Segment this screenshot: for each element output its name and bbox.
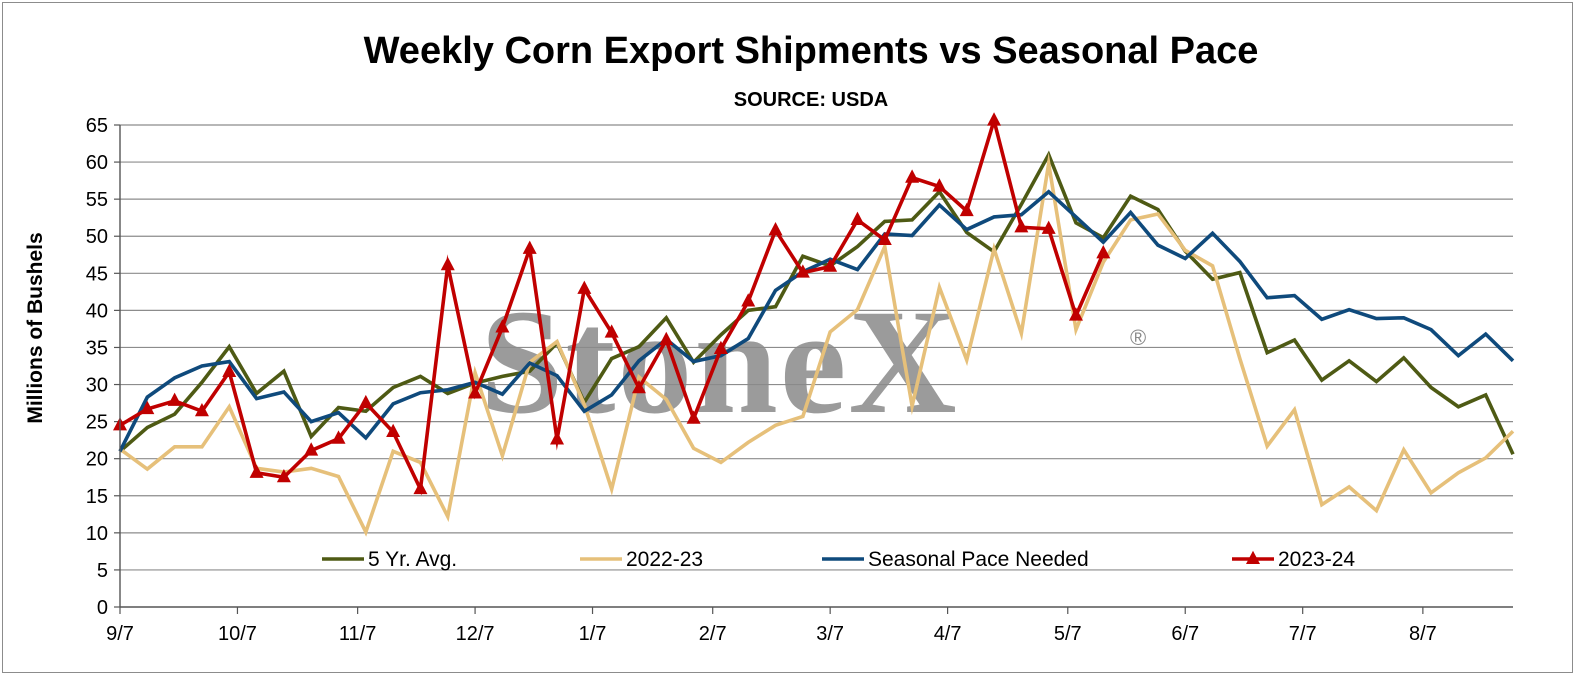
data-point-2023-24 <box>249 464 264 478</box>
data-point-2023-24 <box>331 430 346 444</box>
y-tick-label: 5 <box>97 560 108 582</box>
x-tick-label: 9/7 <box>106 623 134 645</box>
legend: 5 Yr. Avg. 2022-23 Seasonal Pace Needed 202… <box>322 548 1355 571</box>
chart-title: Weekly Corn Export Shipments vs Seasonal… <box>364 30 1259 72</box>
x-tick-label: 11/7 <box>339 623 376 645</box>
legend-label-2022-23: 2022-23 <box>626 548 703 571</box>
legend-item-5-yr-avg: 5 Yr. Avg. <box>322 548 457 571</box>
legend-label-seasonal-pace-needed: Seasonal Pace Needed <box>868 548 1089 571</box>
x-tick-label: 5/7 <box>1054 623 1082 645</box>
series-2022-23 <box>118 152 1515 537</box>
y-tick-label: 40 <box>86 300 108 322</box>
series-line-seasonal-pace-needed <box>118 189 1515 453</box>
y-tick-label: 0 <box>97 597 108 619</box>
data-point-2023-24 <box>932 178 947 192</box>
x-tick-label: 2/7 <box>699 623 727 645</box>
y-axis-ticks: 0 5 10 15 20 25 30 35 40 45 50 55 60 65 <box>86 115 120 619</box>
data-point-2023-24 <box>686 410 701 424</box>
data-point-2023-24 <box>1014 219 1029 233</box>
data-point-2023-24 <box>795 264 810 278</box>
data-point-2023-24 <box>741 293 756 307</box>
axes <box>119 125 1513 608</box>
legend-marker-2023-24 <box>1246 550 1260 565</box>
data-point-2023-24 <box>631 380 646 394</box>
data-point-2023-24 <box>140 400 155 415</box>
series-5-yr-avg <box>118 150 1515 455</box>
x-tick-label: 3/7 <box>816 623 844 645</box>
data-point-2023-24 <box>222 363 237 377</box>
data-point-2023-24 <box>850 211 865 225</box>
x-tick-label: 1/7 <box>579 623 607 645</box>
y-tick-label: 25 <box>86 412 108 434</box>
x-tick-label: 7/7 <box>1289 623 1317 645</box>
y-tick-label: 45 <box>86 263 108 285</box>
y-tick-label: 30 <box>86 375 108 397</box>
y-axis-label: Millions of Bushels <box>24 232 47 423</box>
legend-label-5-yr-avg: 5 Yr. Avg. <box>368 548 457 571</box>
y-tick-label: 50 <box>86 226 108 248</box>
x-tick-label: 8/7 <box>1409 623 1437 645</box>
y-tick-label: 10 <box>86 523 108 545</box>
data-point-2023-24 <box>823 258 838 272</box>
data-point-2023-24 <box>194 402 209 417</box>
data-point-2023-24 <box>386 423 401 438</box>
chart-subtitle: SOURCE: USDA <box>734 89 888 111</box>
data-point-2023-24 <box>276 468 291 483</box>
data-point-2023-24 <box>987 112 1002 126</box>
x-tick-label: 12/7 <box>456 623 495 645</box>
x-axis-ticks: 9/7 10/7 11/7 12/7 1/7 2/7 3/7 4/7 5/7 6/7 7/7 8/7 <box>106 607 1437 645</box>
data-point-2023-24 <box>713 340 728 354</box>
data-point-2023-24 <box>550 431 565 445</box>
data-point-2023-24 <box>905 169 920 183</box>
x-tick-label: 4/7 <box>934 623 962 645</box>
data-point-2023-24 <box>959 202 974 217</box>
data-point-2023-24 <box>413 480 428 495</box>
y-tick-label: 15 <box>86 486 108 508</box>
data-point-2023-24 <box>304 442 319 456</box>
legend-item-2023-24: 2023-24 <box>1232 548 1355 571</box>
data-point-2023-24 <box>659 331 674 346</box>
data-point-2023-24 <box>877 231 892 245</box>
y-tick-label: 65 <box>86 115 108 137</box>
x-tick-label: 6/7 <box>1171 623 1199 645</box>
x-tick-label: 10/7 <box>218 623 257 645</box>
legend-item-seasonal-pace-needed: Seasonal Pace Needed <box>822 548 1089 571</box>
data-point-2023-24 <box>495 319 510 333</box>
series-line-5-yr-avg <box>118 150 1515 455</box>
data-point-2023-24 <box>440 256 455 271</box>
stonex-watermark: StoneX ® <box>480 279 1146 445</box>
data-point-2023-24 <box>167 392 182 406</box>
series-line-2022-23 <box>118 152 1515 537</box>
legend-item-2022-23: 2022-23 <box>580 548 703 571</box>
y-tick-label: 55 <box>86 189 108 211</box>
data-point-2023-24 <box>1096 245 1111 259</box>
y-tick-label: 35 <box>86 337 108 359</box>
data-point-2023-24 <box>468 385 483 399</box>
data-point-2023-24 <box>1041 220 1056 234</box>
watermark-registered-mark: ® <box>1130 325 1146 350</box>
y-tick-label: 60 <box>86 152 108 174</box>
data-point-2023-24 <box>522 240 537 254</box>
legend-label-2023-24: 2023-24 <box>1278 548 1355 571</box>
data-point-2023-24 <box>577 280 592 294</box>
watermark-text: StoneX <box>480 279 959 445</box>
data-point-2023-24 <box>604 324 619 338</box>
data-point-2023-24 <box>358 394 373 409</box>
data-point-2023-24 <box>1068 307 1083 321</box>
data-point-2023-24 <box>768 222 783 236</box>
series-seasonal-pace-needed <box>118 189 1515 453</box>
series-layer <box>113 112 1515 537</box>
y-tick-label: 20 <box>86 449 108 471</box>
series-2023-24 <box>113 112 1111 496</box>
